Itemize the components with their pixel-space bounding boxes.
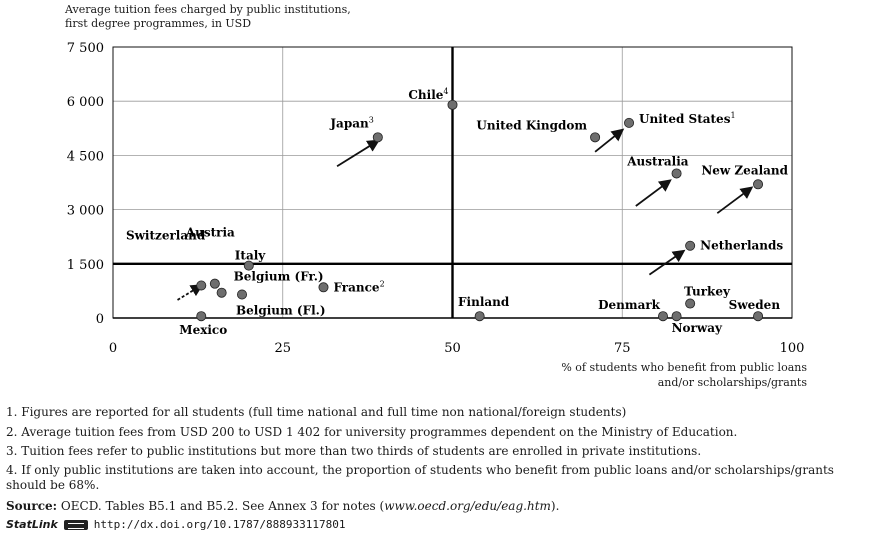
data-point — [209, 278, 220, 289]
point-label: France2 — [333, 279, 384, 294]
arrows — [177, 128, 754, 301]
point-labels: Chile4 Japan3 United Kingdom United States1… — [126, 87, 789, 337]
statlink-row: StatLink http://dx.doi.org/10.1787/88893… — [6, 518, 345, 531]
source-text: OECD. Tables B5.1 and B5.2. See Annex 3 … — [60, 499, 385, 513]
axes: 0 1 500 3 000 4 500 6 000 7 500 0 25 50 75 100 — [67, 41, 805, 356]
x-axis-title-line-2: and/or scholarships/grants — [657, 376, 807, 389]
data-point — [447, 99, 458, 110]
point-label: Netherlands — [700, 239, 783, 253]
data-point — [237, 289, 248, 300]
data-point — [372, 132, 383, 143]
data-point — [196, 311, 207, 322]
source-url[interactable]: www.oecd.org/edu/eag.htm — [384, 499, 551, 513]
x-axis-title-line-1: % of students who benefit from public lo… — [561, 361, 807, 374]
point-label: Australia — [626, 154, 689, 168]
footnote-1: 1. Figures are reported for all students… — [6, 405, 627, 419]
data-point — [196, 280, 207, 291]
point-label: Denmark — [598, 298, 661, 312]
point-label: United Kingdom — [476, 118, 587, 132]
data-point — [671, 311, 682, 322]
arrow — [336, 139, 380, 168]
source-label: Source: — [6, 499, 58, 513]
point-label: Sweden — [729, 298, 781, 312]
statlink-url[interactable]: http://dx.doi.org/10.1787/888933117801 — [93, 518, 346, 531]
statlink-icon — [63, 519, 88, 530]
data-point — [753, 179, 764, 190]
y-tick-label: 0 — [96, 312, 104, 327]
point-label: Austria — [185, 226, 235, 240]
data-points — [196, 99, 764, 322]
y-tick-label: 4 500 — [67, 149, 104, 164]
point-label: Finland — [458, 295, 510, 309]
data-point — [243, 260, 254, 271]
data-point — [685, 298, 696, 309]
y-axis-title-line-2: first degree programmes, in USD — [65, 17, 252, 30]
y-tick-label: 3 000 — [67, 204, 104, 219]
arrow — [594, 128, 625, 153]
arrow — [635, 179, 672, 207]
y-axis-title-line-1: Average tuition fees charged by public i… — [65, 3, 351, 16]
data-point — [624, 117, 635, 128]
source-end: ). — [550, 499, 560, 513]
data-point — [474, 311, 485, 322]
point-label: Italy — [235, 249, 266, 263]
footnote-4: 4. If only public institutions are taken… — [6, 463, 834, 492]
statlink-logo: StatLink — [6, 518, 58, 531]
data-point — [685, 240, 696, 251]
scatter-chart: 0 1 500 3 000 4 500 6 000 7 500 0 25 50 75 100 Chi… — [67, 41, 805, 356]
y-tick-label: 1 500 — [67, 258, 104, 273]
point-label: Switzerland — [126, 228, 206, 242]
x-tick-label: 100 — [780, 341, 805, 356]
point-label: United States1 — [639, 111, 736, 126]
footnote-3: 3. Tuition fees refer to public institut… — [6, 444, 702, 458]
point-label: Norway — [672, 321, 723, 335]
y-tick-label: 7 500 — [67, 41, 104, 56]
footnote-2: 2. Average tuition fees from USD 200 to … — [6, 425, 738, 439]
x-tick-label: 0 — [109, 341, 117, 356]
point-label: Japan3 — [329, 115, 373, 130]
data-point — [753, 311, 764, 322]
y-tick-label: 6 000 — [67, 95, 104, 110]
x-tick-label: 75 — [614, 341, 631, 356]
point-label: Turkey — [684, 285, 731, 299]
point-label: Belgium (Fl.) — [236, 304, 326, 318]
data-point — [657, 311, 668, 322]
x-tick-label: 50 — [444, 341, 461, 356]
point-label: New Zealand — [701, 163, 788, 177]
point-label: Chile4 — [408, 87, 448, 102]
arrow — [716, 186, 754, 214]
data-point — [590, 132, 601, 143]
source-line: Source: OECD. Tables B5.1 and B5.2. See … — [6, 499, 559, 514]
x-tick-label: 25 — [274, 341, 291, 356]
data-point — [671, 168, 682, 179]
arrow — [648, 249, 686, 276]
point-label: Belgium (Fr.) — [234, 270, 324, 284]
data-point — [216, 287, 227, 298]
data-point — [318, 282, 329, 293]
point-label: Mexico — [179, 323, 227, 337]
